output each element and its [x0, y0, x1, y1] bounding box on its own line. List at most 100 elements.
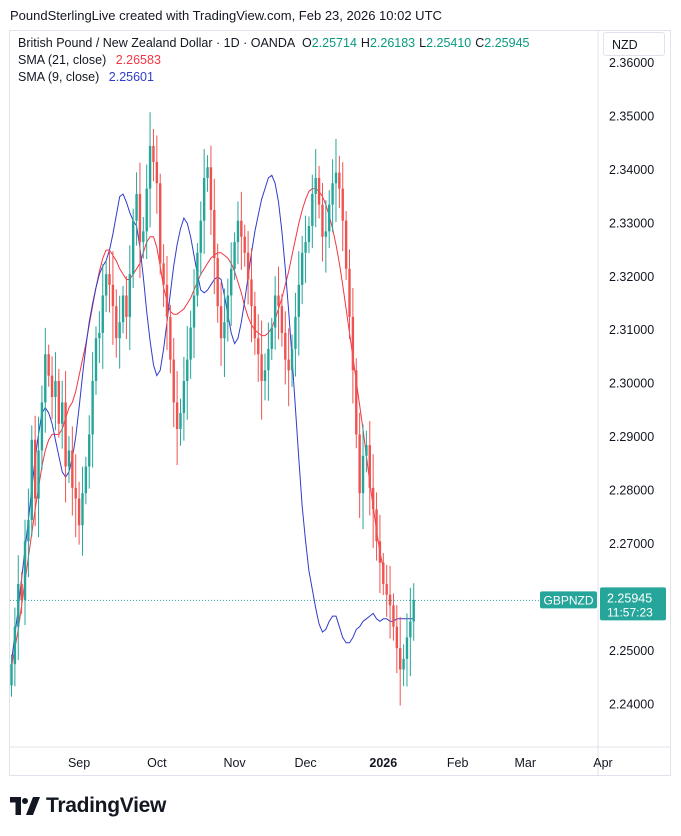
candle: [125, 276, 128, 339]
legend-sma21-row: SMA (21, close) 2.26583: [18, 53, 161, 67]
candle-body: [213, 210, 216, 259]
candle-body: [50, 375, 54, 398]
price-tag-countdown: 11:57:23: [607, 605, 653, 619]
candle: [182, 356, 186, 441]
price-tick-label: 2.36000: [609, 56, 654, 70]
candle: [169, 304, 172, 374]
candle: [317, 165, 321, 219]
candle-body: [27, 519, 30, 542]
candle-body: [236, 220, 240, 243]
candle: [135, 172, 138, 246]
candle: [341, 162, 344, 252]
candle: [331, 159, 334, 233]
candle: [101, 264, 104, 369]
candle: [64, 371, 67, 503]
candle: [40, 385, 44, 470]
currency-selector[interactable]: NZD: [603, 32, 665, 56]
candle: [33, 415, 37, 527]
candle: [74, 454, 77, 538]
candle-body: [71, 450, 74, 488]
tradingview-logo[interactable]: TradingView: [10, 793, 166, 819]
chart-frame[interactable]: [9, 30, 671, 776]
candle: [321, 183, 324, 262]
candle: [365, 430, 368, 473]
candle: [108, 250, 111, 313]
candle: [175, 371, 179, 466]
candle-body: [138, 193, 142, 243]
candle-body: [121, 295, 125, 323]
candle: [399, 616, 402, 706]
candle: [121, 285, 125, 334]
candle-body: [263, 370, 267, 381]
candle: [395, 605, 399, 674]
candle-body: [230, 268, 233, 296]
candle: [358, 412, 361, 519]
candle: [20, 572, 23, 614]
candle: [267, 322, 270, 401]
candle: [253, 291, 257, 355]
candle-body: [148, 145, 152, 189]
price-tick-label: 2.29000: [609, 430, 654, 444]
ohlc-label-h: H: [360, 36, 370, 50]
candle-body: [250, 279, 253, 307]
candle: [115, 289, 118, 358]
price-tick-label: 2.28000: [609, 484, 654, 498]
candle: [189, 310, 192, 379]
candle: [216, 243, 219, 323]
candle-body: [267, 348, 270, 371]
candle-body: [270, 327, 273, 349]
candle: [294, 292, 297, 377]
candle: [186, 325, 189, 420]
candle: [375, 492, 378, 561]
candle: [307, 216, 311, 254]
price-tick-label: 2.30000: [609, 377, 654, 391]
candle-body: [334, 172, 338, 184]
tradingview-logo-icon: [10, 797, 40, 815]
candle-body: [409, 621, 412, 638]
candle-body: [111, 284, 115, 307]
candle: [304, 215, 307, 284]
candle-body: [223, 322, 226, 339]
candle-body: [297, 284, 300, 317]
candle: [172, 337, 175, 428]
candle-body: [371, 487, 375, 510]
price-tick-label: 2.24000: [609, 697, 654, 711]
candle-body: [189, 327, 192, 360]
price-tick-label: 2.25000: [609, 644, 654, 658]
candle: [240, 191, 243, 270]
candle-body: [155, 161, 159, 184]
candle-body: [321, 204, 324, 237]
candle-body: [209, 167, 213, 210]
candle: [91, 352, 94, 468]
candle: [402, 644, 405, 687]
candle-body: [61, 402, 64, 424]
legend-sma9-row: SMA (9, close) 2.25601: [18, 70, 154, 84]
candle: [27, 488, 30, 578]
candle-body: [192, 295, 196, 328]
candle-body: [395, 626, 399, 649]
candle-body: [91, 380, 94, 435]
symbol-price-tag: GBPNZD: [540, 591, 597, 609]
candle-body: [341, 188, 344, 221]
candle: [273, 276, 277, 350]
candle: [213, 178, 216, 295]
candle: [263, 353, 267, 401]
ohlc-label-c: C: [475, 36, 485, 50]
candle: [338, 155, 341, 208]
candle-body: [47, 354, 50, 376]
candle-body: [253, 306, 257, 339]
candle: [388, 565, 392, 639]
candle-body: [182, 380, 186, 414]
candle: [257, 314, 260, 382]
candle-body: [118, 322, 121, 339]
candle-body: [33, 439, 37, 499]
candle: [138, 162, 142, 279]
candle: [230, 242, 233, 326]
candle-body: [287, 359, 290, 371]
price-tick-label: 2.33000: [609, 216, 654, 230]
candle-body: [98, 332, 101, 339]
candle: [179, 398, 182, 446]
ohlc-value-h: 2.26183: [369, 36, 416, 50]
ohlc-value-o: 2.25714: [311, 36, 357, 50]
